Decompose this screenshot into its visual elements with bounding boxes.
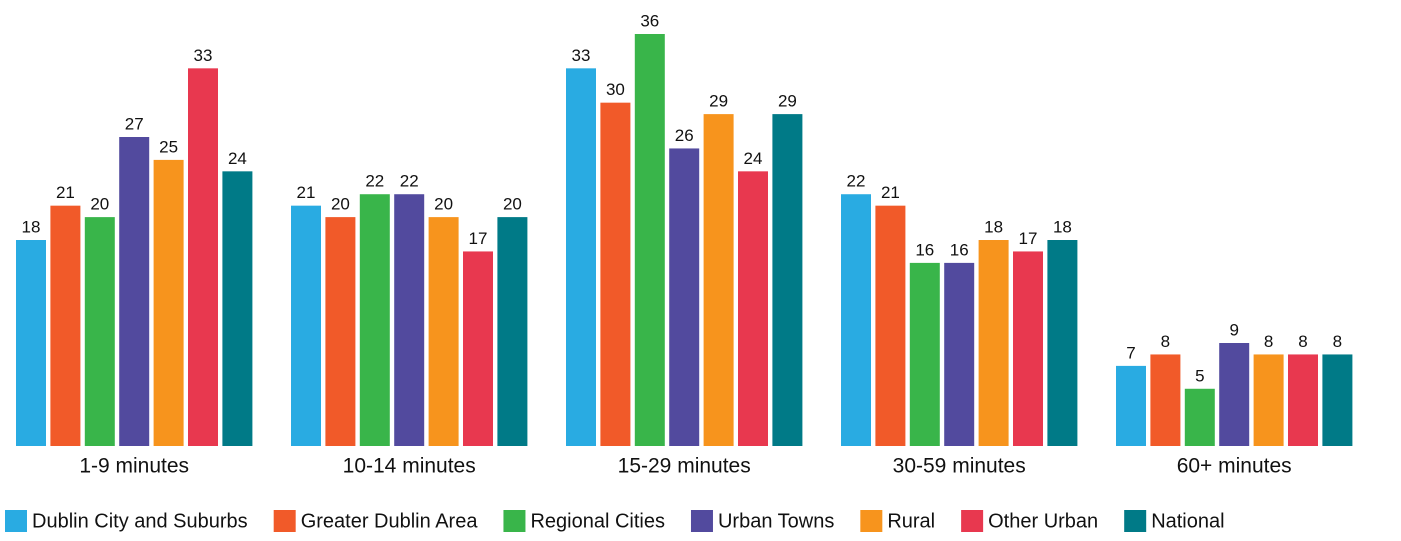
- bar: [325, 217, 356, 446]
- bar: [188, 68, 218, 446]
- value-label: 18: [1053, 217, 1072, 236]
- legend-label: Dublin City and Suburbs: [32, 510, 248, 532]
- value-label: 20: [331, 195, 350, 214]
- value-label: 20: [434, 195, 453, 214]
- value-label: 20: [503, 195, 522, 214]
- value-label: 25: [159, 137, 178, 156]
- value-label: 30: [606, 80, 625, 99]
- bar: [909, 262, 940, 446]
- legend-swatch: [5, 510, 27, 532]
- bar: [394, 194, 425, 446]
- bar: [841, 194, 871, 446]
- value-label: 24: [744, 149, 763, 168]
- bar: [1150, 354, 1181, 446]
- value-label: 36: [640, 11, 659, 30]
- legend-label: Greater Dublin Area: [301, 510, 479, 532]
- value-label: 22: [400, 172, 419, 191]
- bar: [600, 102, 631, 447]
- value-label: 20: [90, 195, 109, 214]
- bar: [497, 217, 528, 446]
- value-label: 17: [469, 229, 488, 248]
- value-label: 24: [228, 149, 247, 168]
- value-label: 21: [297, 183, 316, 202]
- value-label: 8: [1161, 332, 1170, 351]
- value-label: 21: [881, 183, 900, 202]
- bar: [738, 171, 768, 447]
- bar: [1013, 251, 1043, 446]
- value-label: 18: [984, 217, 1003, 236]
- value-label: 8: [1298, 332, 1307, 351]
- value-label: 17: [1019, 229, 1038, 248]
- value-label: 5: [1195, 366, 1204, 385]
- bar: [463, 251, 493, 446]
- legend-swatch: [860, 510, 883, 532]
- bar: [1116, 365, 1146, 446]
- legend-label: National: [1151, 510, 1224, 532]
- value-label: 8: [1264, 332, 1273, 351]
- value-label: 8: [1333, 332, 1342, 351]
- bar: [16, 240, 46, 446]
- legend-label: Urban Towns: [718, 510, 834, 532]
- bar: [875, 205, 906, 446]
- bar: [153, 159, 184, 446]
- bar: [978, 240, 1009, 446]
- bar: [1322, 354, 1353, 446]
- legend-label: Regional Cities: [530, 510, 665, 532]
- bar: [1047, 240, 1078, 446]
- bar: [566, 68, 596, 446]
- category-label: 1-9 minutes: [79, 455, 189, 478]
- category-label: 15-29 minutes: [618, 455, 751, 478]
- bar: [1184, 388, 1215, 446]
- category-label: 10-14 minutes: [343, 455, 476, 478]
- value-label: 33: [572, 46, 591, 65]
- value-label: 29: [778, 92, 797, 111]
- value-label: 26: [675, 126, 694, 145]
- value-label: 7: [1126, 343, 1135, 362]
- value-label: 16: [915, 240, 934, 259]
- bar: [703, 114, 734, 446]
- category-label: 60+ minutes: [1177, 455, 1292, 478]
- bar: [634, 34, 665, 446]
- bar: [1253, 354, 1284, 446]
- value-label: 18: [22, 217, 41, 236]
- legend-label: Rural: [887, 510, 935, 532]
- bar: [428, 217, 459, 446]
- bar: [1288, 354, 1318, 446]
- value-label: 29: [709, 92, 728, 111]
- category-label: 30-59 minutes: [893, 455, 1026, 478]
- value-label: 22: [847, 172, 866, 191]
- value-label: 22: [365, 172, 384, 191]
- bar: [84, 217, 115, 446]
- value-label: 16: [950, 240, 969, 259]
- legend-swatch: [1124, 510, 1147, 532]
- bar: [669, 148, 700, 446]
- bar: [50, 205, 81, 446]
- bar: [944, 262, 975, 446]
- bar: [119, 137, 150, 446]
- bar: [222, 171, 253, 447]
- bar: [1219, 343, 1250, 446]
- legend-swatch: [961, 510, 984, 532]
- value-label: 9: [1229, 320, 1238, 339]
- legend-swatch: [503, 510, 526, 532]
- value-label: 33: [194, 46, 213, 65]
- bar: [359, 194, 390, 446]
- legend-swatch: [690, 510, 713, 532]
- value-label: 21: [56, 183, 75, 202]
- value-label: 27: [125, 114, 144, 133]
- bar: [291, 205, 321, 446]
- legend-swatch: [273, 510, 296, 532]
- bar: [772, 114, 803, 446]
- legend-label: Other Urban: [988, 510, 1098, 532]
